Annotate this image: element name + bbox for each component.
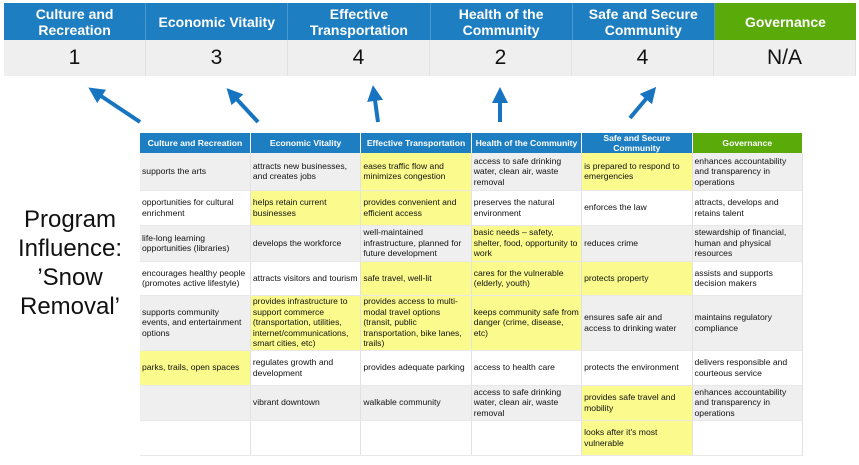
table-cell: encourages healthy people (promotes acti… [140, 261, 251, 296]
table-row: opportunities for cultural enrichment hel… [140, 190, 804, 226]
table-cell: preserves the natural environment [471, 190, 583, 226]
table-cell: access to health care [471, 350, 583, 386]
table-cell: parks, trails, open spaces [140, 350, 251, 386]
table-cell: regulates growth and development [250, 350, 362, 386]
table-header: Safe and Secure Community [581, 133, 693, 153]
category-header: Effective Transportation [288, 3, 431, 40]
table-cell: enforces the law [581, 190, 693, 226]
table-row: life-long learning opportunities (librar… [140, 225, 804, 262]
table-row: supports the arts attracts new businesses… [140, 153, 804, 191]
table-cell [140, 420, 251, 456]
table-cell: opportunities for cultural enrichment [140, 190, 251, 226]
table-cell: eases traffic flow and minimizes congest… [360, 153, 472, 191]
table-cell: attracts visitors and tourism [250, 261, 362, 296]
table-cell: protects property [581, 261, 693, 296]
table-cell: safe travel, well-lit [360, 261, 472, 296]
table-cell: protects the environment [581, 350, 693, 386]
table-cell: provides adequate parking [360, 350, 472, 386]
table-cell: provides infrastructure to support comme… [250, 295, 362, 351]
table-row: encourages healthy people (promotes acti… [140, 261, 804, 296]
table-cell: attracts, develops and retains talent [692, 190, 804, 226]
table-row: supports community events, and entertain… [140, 295, 804, 351]
category-score: 2 [430, 40, 572, 76]
arrow-icon [367, 85, 384, 123]
table-cell: delivers responsible and courteous servi… [692, 350, 804, 386]
title-line: Removal’ [19, 293, 121, 320]
table-cell: supports community events, and entertain… [140, 295, 251, 351]
table-cell: develops the workforce [250, 225, 362, 262]
table-cell: helps retain current businesses [250, 190, 362, 226]
table-cell: ensures safe air and access to drinking … [581, 295, 693, 351]
table-cell: is prepared to respond to emergencies [581, 153, 693, 191]
table-row: looks after it's most vulnerable [140, 420, 804, 456]
table-cell: basic needs – safety, shelter, food, opp… [471, 225, 583, 262]
table-cell: access to safe drinking water, clean air… [471, 385, 583, 421]
score-row: 1 3 4 2 4 N/A [4, 40, 856, 76]
table-header: Health of the Community [471, 133, 583, 153]
table-cell: keeps community safe from danger (crime,… [471, 295, 583, 351]
category-score: 1 [4, 40, 146, 76]
arrow-icon [88, 87, 142, 124]
table-cell: access to safe drinking water, clean air… [471, 153, 583, 191]
table-cell [360, 420, 472, 456]
table-cell: cares for the vulnerable (elderly, youth… [471, 261, 583, 296]
table-header: Effective Transportation [360, 133, 472, 153]
table-cell: supports the arts [140, 153, 251, 191]
table-row: parks, trails, open spaces regulates grow… [140, 350, 804, 386]
table-row: vibrant downtown walkable community access… [140, 385, 804, 421]
table-header: Governance [692, 133, 804, 153]
title-line: ’Snow [37, 264, 103, 291]
influence-table: Culture and Recreation Economic Vitality E… [140, 133, 804, 456]
table-cell: walkable community [360, 385, 472, 421]
category-header: Culture and Recreation [4, 3, 147, 40]
table-header: Culture and Recreation [140, 133, 251, 153]
table-cell [140, 385, 251, 421]
category-header: Economic Vitality [146, 3, 289, 40]
table-cell: enhances accountability and transparency… [692, 153, 804, 191]
table-cell: maintains regulatory compliance [692, 295, 804, 351]
table-cell: provides safe travel and mobility [581, 385, 693, 421]
arrow-icon [628, 86, 657, 120]
table-cell: life-long learning opportunities (librar… [140, 225, 251, 262]
category-score: 4 [288, 40, 430, 76]
table-cell: stewardship of financial, human and phys… [692, 225, 804, 262]
category-header: Governance [714, 3, 857, 40]
table-cell: provides access to multi-modal travel op… [360, 295, 472, 351]
program-title: Program Influence: ’Snow Removal’ [0, 205, 140, 321]
category-score: 3 [146, 40, 288, 76]
table-cell: attracts new businesses, and creates job… [250, 153, 362, 191]
table-cell: reduces crime [581, 225, 693, 262]
category-header-bar: Culture and Recreation Economic Vitality E… [4, 3, 857, 40]
table-cell [692, 420, 804, 456]
category-header: Health of the Community [430, 3, 573, 40]
table-cell: well-maintained infrastructure, planned … [360, 225, 472, 262]
table-cell [250, 420, 362, 456]
table-cell: provides convenient and efficient access [360, 190, 472, 226]
arrow-icon [226, 88, 260, 124]
table-cell: enhances accountability and transparency… [692, 385, 804, 421]
category-score: N/A [714, 40, 856, 76]
table-header: Economic Vitality [250, 133, 362, 153]
title-line: Program [23, 206, 117, 233]
table-cell: looks after it's most vulnerable [581, 420, 693, 456]
category-score: 4 [572, 40, 714, 76]
table-cell: assists and supports decision makers [692, 261, 804, 296]
table-cell: vibrant downtown [250, 385, 362, 421]
title-line: Influence: [17, 235, 123, 262]
table-cell [471, 420, 583, 456]
arrows [88, 85, 657, 124]
category-header: Safe and Secure Community [572, 3, 715, 40]
